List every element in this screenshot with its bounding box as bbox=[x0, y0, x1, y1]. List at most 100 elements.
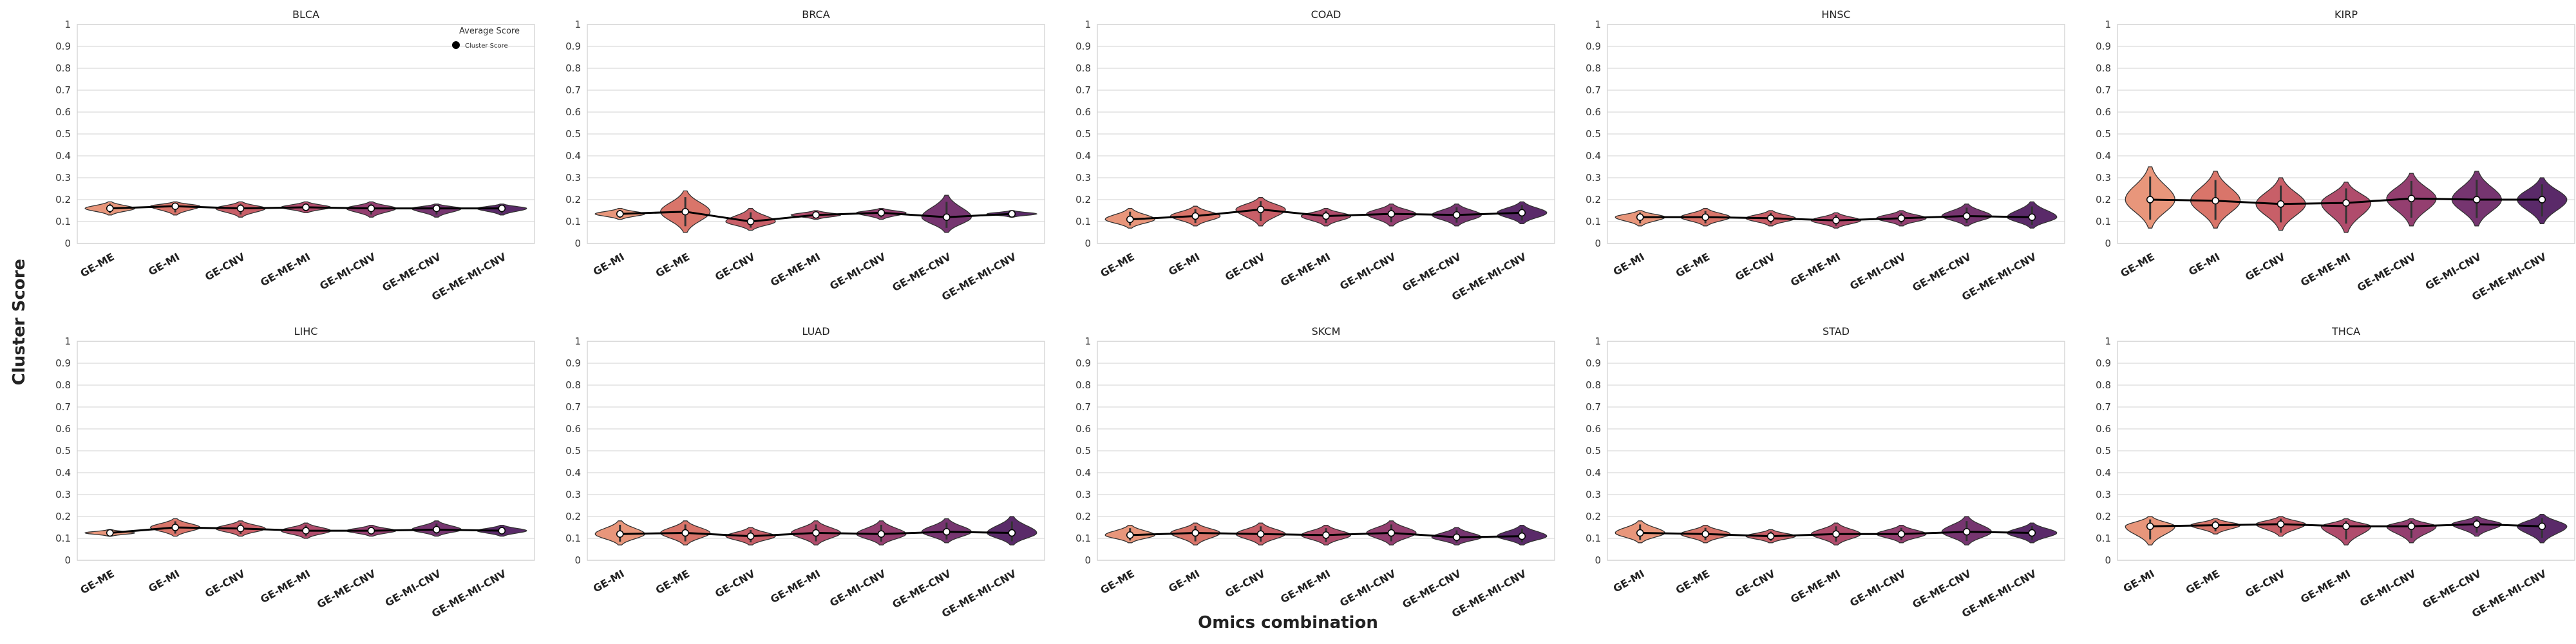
x-tick-label: GE-ME-MI bbox=[768, 567, 822, 605]
panel-skcm: 0 0.1 0.2 0.3 0.4 0.5 0.6 0.7 0.8 0.9 1 SKCM GE-ME GE… bbox=[1075, 325, 1555, 620]
mean-point bbox=[1126, 531, 1134, 539]
legend: Average Score Cluster Score bbox=[452, 26, 520, 50]
y-tick-label: 0.8 bbox=[1586, 62, 1601, 74]
x-tick-label: GE-ME-CNV bbox=[380, 251, 443, 294]
x-tick-label: GE-MI bbox=[1166, 251, 1202, 278]
legend-title: Average Score bbox=[459, 26, 520, 36]
x-tick-label: GE-MI-CNV bbox=[1338, 567, 1398, 609]
panels: 0 0.1 0.2 0.3 0.4 0.5 0.6 0.7 0.8 0.9 1 BLCA GE-ME GE… bbox=[55, 8, 2575, 620]
x-tick-label: GE-ME bbox=[654, 567, 692, 596]
y-tick-label: 0.6 bbox=[1075, 423, 1091, 435]
y-tick-label: 0.6 bbox=[1075, 106, 1091, 118]
y-tick-label: 0.6 bbox=[565, 106, 581, 118]
mean-point bbox=[1518, 532, 1526, 540]
y-tick-label: 0.1 bbox=[565, 533, 581, 544]
x-tick-label: GE-ME-CNV bbox=[890, 251, 953, 294]
x-tick-label: GE-MI bbox=[2121, 567, 2157, 595]
y-tick-label: 0 bbox=[1595, 238, 1601, 249]
mean-point bbox=[2028, 213, 2036, 221]
mean-point bbox=[2473, 196, 2481, 204]
y-tick-label: 0.7 bbox=[565, 84, 581, 96]
mean-point bbox=[106, 529, 114, 537]
mean-point bbox=[2146, 196, 2154, 204]
plot-frame bbox=[77, 341, 535, 561]
y-tick-label: 0.5 bbox=[1075, 128, 1091, 140]
x-tick-label: GE-MI bbox=[2186, 251, 2222, 278]
x-tick-label: GE-ME-CNV bbox=[2355, 251, 2418, 294]
x-tick-label: GE-ME bbox=[1674, 251, 1712, 279]
x-tick-label: GE-MI-CNV bbox=[2358, 567, 2418, 609]
mean-point bbox=[367, 527, 375, 535]
y-tick-label: 0.3 bbox=[1586, 172, 1601, 184]
panel-stad: 0 0.1 0.2 0.3 0.4 0.5 0.6 0.7 0.8 0.9 1 STAD GE-MI GE… bbox=[1586, 325, 2065, 620]
panel-thca: 0 0.1 0.2 0.3 0.4 0.5 0.6 0.7 0.8 0.9 1 THCA GE-MI GE… bbox=[2096, 325, 2575, 620]
y-tick-label: 0.4 bbox=[2096, 467, 2111, 478]
y-tick-label: 0.4 bbox=[565, 467, 581, 478]
y-tick-label: 0.4 bbox=[2096, 150, 2111, 162]
mean-point bbox=[1897, 214, 1906, 222]
y-tick-label: 0.7 bbox=[565, 401, 581, 413]
plot-frame bbox=[1097, 341, 1555, 561]
x-tick-label: GE-CNV bbox=[1733, 251, 1777, 283]
x-tick-label: GE-MI-CNV bbox=[2423, 251, 2484, 292]
y-tick-label: 0.7 bbox=[2096, 84, 2111, 96]
mean-point bbox=[1636, 213, 1644, 221]
x-tick-label: GE-MI-CNV bbox=[317, 251, 378, 292]
y-tick-label: 0.2 bbox=[55, 194, 71, 205]
x-tick-label: GE-ME-MI bbox=[1788, 251, 1842, 289]
mean-point bbox=[1008, 529, 1016, 537]
x-tick-label: GE-MI-CNV bbox=[1338, 251, 1398, 292]
mean-point bbox=[2407, 522, 2416, 531]
y-tick-label: 0.5 bbox=[55, 128, 71, 140]
plot-frame bbox=[1607, 341, 2065, 561]
panel-brca: 0 0.1 0.2 0.3 0.4 0.5 0.6 0.7 0.8 0.9 1 BRCA GE-MI GE… bbox=[565, 8, 1045, 303]
y-tick-label: 1 bbox=[574, 336, 581, 347]
y-tick-label: 0.9 bbox=[1075, 41, 1091, 52]
x-tick-label: GE-ME-CNV bbox=[1400, 251, 1463, 294]
y-tick-label: 0.7 bbox=[1075, 84, 1091, 96]
x-tick-label: GE-CNV bbox=[2243, 251, 2287, 283]
panel-kirp: 0 0.1 0.2 0.3 0.4 0.5 0.6 0.7 0.8 0.9 1 KIRP GE-ME GE… bbox=[2096, 8, 2575, 303]
mean-point bbox=[2211, 521, 2219, 529]
y-tick-label: 0.7 bbox=[55, 84, 71, 96]
y-tick-label: 0.5 bbox=[2096, 128, 2111, 140]
y-tick-label: 1 bbox=[2105, 19, 2111, 30]
plot-frame bbox=[2117, 24, 2575, 244]
panel-luad: 0 0.1 0.2 0.3 0.4 0.5 0.6 0.7 0.8 0.9 1 LUAD GE-MI GE… bbox=[565, 325, 1045, 620]
y-tick-label: 0.2 bbox=[1586, 194, 1601, 205]
x-axis-title: Omics combination bbox=[1198, 613, 1378, 632]
x-tick-label: GE-ME-MI-CNV bbox=[2470, 567, 2549, 620]
mean-point bbox=[746, 532, 755, 540]
y-tick-label: 0.3 bbox=[1075, 489, 1091, 500]
x-tick-label: GE-ME bbox=[1098, 567, 1136, 596]
panel-blca: 0 0.1 0.2 0.3 0.4 0.5 0.6 0.7 0.8 0.9 1 BLCA GE-ME GE… bbox=[55, 8, 535, 303]
y-tick-label: 0.5 bbox=[1586, 128, 1601, 140]
panel-hnsc: 0 0.1 0.2 0.3 0.4 0.5 0.6 0.7 0.8 0.9 1 HNSC GE-MI GE… bbox=[1586, 8, 2065, 303]
x-tick-label: GE-ME-CNV bbox=[1910, 567, 1973, 611]
y-tick-label: 0.3 bbox=[1075, 172, 1091, 184]
x-tick-label: GE-ME bbox=[654, 251, 692, 279]
y-tick-label: 0.8 bbox=[1586, 379, 1601, 391]
x-tick-label: GE-MI-CNV bbox=[828, 251, 888, 292]
panel-title: LUAD bbox=[802, 325, 829, 337]
y-tick-label: 0 bbox=[64, 238, 71, 249]
mean-point bbox=[2277, 520, 2285, 528]
panel-coad: 0 0.1 0.2 0.3 0.4 0.5 0.6 0.7 0.8 0.9 1 COAD GE-ME GE… bbox=[1075, 8, 1555, 303]
x-tick-label: GE-MI bbox=[146, 567, 182, 595]
mean-point bbox=[681, 207, 689, 216]
mean-point bbox=[1191, 529, 1199, 537]
mean-point bbox=[498, 527, 506, 535]
panel-title: STAD bbox=[1823, 325, 1850, 337]
y-tick-label: 0.6 bbox=[2096, 106, 2111, 118]
mean-point bbox=[1453, 211, 1461, 219]
y-tick-label: 0.2 bbox=[1075, 194, 1091, 205]
y-tick-label: 0.2 bbox=[1075, 511, 1091, 522]
mean-point bbox=[1963, 212, 1971, 220]
x-tick-label: GE-ME-MI bbox=[258, 251, 312, 289]
y-tick-label: 0.9 bbox=[55, 41, 71, 52]
x-tick-label: GE-CNV bbox=[713, 251, 757, 283]
mean-point bbox=[236, 204, 245, 213]
mean-point bbox=[2473, 520, 2481, 528]
y-tick-label: 0.3 bbox=[2096, 172, 2111, 184]
y-tick-label: 1 bbox=[1595, 19, 1601, 30]
